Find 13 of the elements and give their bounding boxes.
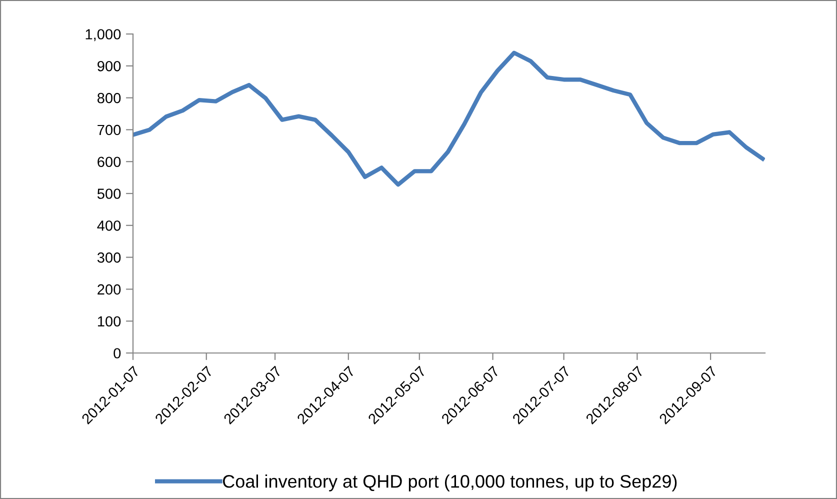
y-tick-label: 500 [97, 188, 121, 199]
line-series [133, 50, 765, 187]
y-tick-label: 1,000 [86, 29, 121, 42]
y-tick-label: 700 [98, 124, 121, 136]
legend-label: Coal inventory at QHD port (10,000 tonnes, up to Sep29) [223, 474, 677, 492]
y-tick-label: 300 [97, 252, 121, 263]
y-tick-label: 200 [98, 284, 121, 295]
y-tick-label: 400 [97, 220, 121, 231]
y-tick-label: 100 [98, 316, 121, 327]
y-tick-label: 900 [98, 61, 121, 72]
y-tick-label: 800 [98, 92, 121, 104]
y-tick-label: 600 [98, 156, 121, 168]
y-tick-label: 0 [114, 348, 121, 358]
